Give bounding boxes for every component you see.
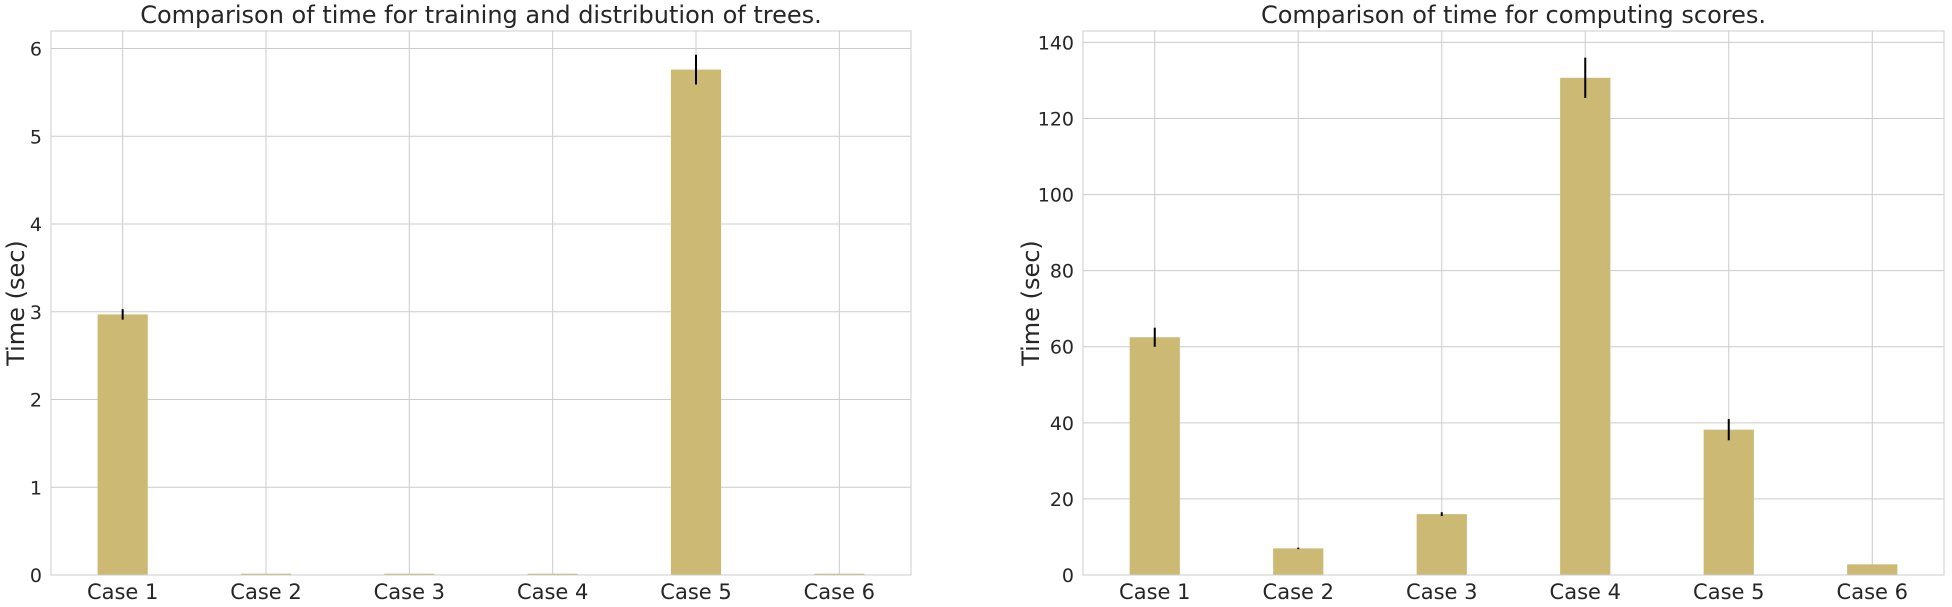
x-tick-label: Case 3 (374, 580, 445, 604)
y-tick-label: 3 (30, 302, 42, 324)
y-tick-label: 120 (1038, 108, 1074, 130)
y-tick-label: 5 (30, 126, 42, 148)
plot-frame (50, 30, 912, 576)
bar-case-6 (814, 573, 865, 575)
plot-frame (1082, 30, 1945, 576)
y-tick-label: 20 (1050, 489, 1074, 511)
x-tick-label: Case 5 (1693, 580, 1764, 604)
chart-title: Comparison of time for computing scores. (1261, 1, 1766, 29)
bar-case-4 (527, 573, 578, 575)
y-axis-label: Time (sec) (2, 240, 30, 367)
x-tick-label: Case 2 (230, 580, 301, 604)
bar-case-1 (1129, 337, 1180, 575)
y-tick-label: 2 (30, 390, 42, 412)
y-tick-label: 4 (30, 214, 42, 236)
x-tick-label: Case 3 (1406, 580, 1477, 604)
y-tick-label: 80 (1050, 261, 1074, 283)
y-axis-label: Time (sec) (1017, 240, 1045, 367)
x-tick-label: Case 1 (1119, 580, 1190, 604)
bar-case-3 (1416, 514, 1467, 575)
x-tick-label: Case 4 (1550, 580, 1621, 604)
y-tick-label: 140 (1038, 32, 1074, 54)
x-tick-label: Case 1 (87, 580, 158, 604)
x-tick-label: Case 5 (660, 580, 731, 604)
y-tick-label: 0 (30, 565, 42, 587)
bar-case-4 (1560, 77, 1611, 575)
bar-case-5 (670, 69, 722, 576)
chart-2: 0 20 40 60 80 100 120 140 Case 1 Case 2 Case 3 Case… (1017, 1, 1945, 604)
bar-case-2 (240, 573, 292, 575)
y-tick-label: 40 (1050, 413, 1074, 435)
bar-case-2 (1273, 548, 1324, 575)
y-tick-label: 1 (30, 477, 42, 499)
bar-case-5 (1703, 429, 1754, 575)
chart-title: Comparison of time for training and dist… (140, 1, 822, 29)
bar-case-1 (97, 314, 148, 575)
chart-1: 0 1 2 3 4 5 6 Case 1 Case 2 Case 3 Case 4 Case 5 Cas… (2, 1, 912, 604)
bar-case-3 (384, 573, 435, 575)
y-tick-label: 0 (1062, 565, 1074, 587)
y-tick-label: 60 (1050, 337, 1074, 359)
x-tick-label: Case 2 (1263, 580, 1334, 604)
bar-case-6 (1847, 564, 1898, 575)
y-tick-label: 6 (30, 39, 42, 61)
x-tick-label: Case 4 (517, 580, 588, 604)
y-tick-label: 100 (1038, 185, 1074, 207)
x-tick-label: Case 6 (1837, 580, 1908, 604)
x-tick-label: Case 6 (804, 580, 875, 604)
